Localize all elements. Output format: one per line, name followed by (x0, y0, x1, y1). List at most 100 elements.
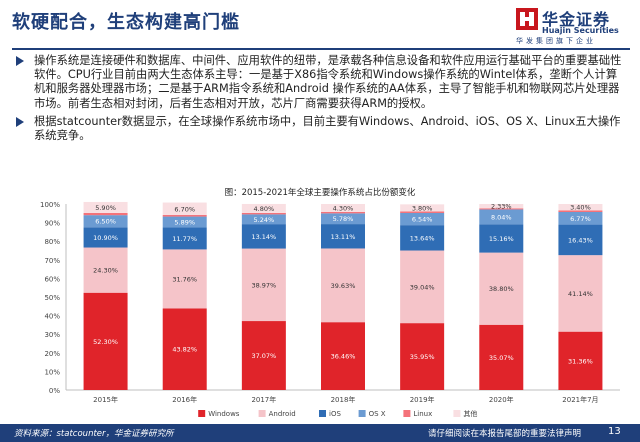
bar-segment (321, 204, 365, 212)
bar-segment (321, 224, 365, 249)
data-label: 35.95% (410, 353, 435, 361)
legend-swatch (358, 410, 366, 417)
legend-swatch (319, 410, 326, 417)
data-label: 10.90% (93, 234, 118, 242)
bullet-item: 操作系统是连接硬件和数据库、中间件、应用软件的纽带，是承载各种信息设备和软件应用… (14, 54, 626, 111)
data-label: 3.40% (570, 204, 591, 212)
bar-segment (162, 249, 207, 309)
y-tick-label: 30% (44, 331, 60, 339)
y-tick-label: 90% (44, 220, 60, 228)
bar-segment (83, 212, 128, 216)
bar-segment (558, 210, 603, 212)
bar-segment (321, 322, 365, 390)
bar-segment (241, 212, 286, 215)
bar-segment (479, 204, 524, 209)
y-tick-label: 10% (44, 368, 60, 376)
bar-segment (558, 224, 603, 256)
legend-swatch (403, 410, 411, 417)
x-tick-label: 2020年 (489, 395, 514, 404)
y-tick-label: 60% (44, 275, 60, 283)
bullet-text: 根据statcounter数据显示，在全球操作系统市场中，目前主要有Window… (34, 114, 621, 143)
bar-segment (400, 225, 445, 251)
data-label: 4.30% (333, 204, 354, 212)
data-label: 6.54% (412, 216, 433, 224)
bar-segment (241, 224, 286, 249)
data-label: 5.89% (174, 219, 195, 227)
bar-segment (321, 213, 365, 225)
footer-bar: 资料来源：statcounter，华金证券研究所 请仔细阅读在本报告尾部的重要法… (0, 424, 640, 442)
logo-name: 华金证券 (542, 10, 611, 29)
bar-segment (241, 248, 286, 322)
bar-segment (162, 215, 207, 217)
legend-swatch (258, 410, 266, 417)
footer-disclaimer: 请仔细阅读在本报告尾部的重要法律声明 (428, 429, 582, 439)
data-label: 2.33% (491, 203, 512, 211)
legend-label: Linux (413, 410, 432, 418)
legend-swatch (198, 410, 206, 417)
bar-segment (558, 255, 603, 332)
bullet-triangle-icon (16, 56, 24, 66)
legend-label: Android (269, 410, 296, 418)
bar-segment (479, 252, 524, 325)
bar-segment (83, 215, 128, 228)
logo-english-name: Huajin Securities (542, 26, 619, 35)
os-share-chart: 0% 10% 20% 30% 40% 50% 60% 70% 80% 90% 100% 52.30% 2… (40, 201, 620, 418)
data-label: 6.50% (95, 218, 116, 226)
data-label: 5.90% (95, 204, 116, 212)
data-label: 31.36% (568, 357, 593, 365)
logo-mark-icon (516, 8, 538, 30)
legend-label: Windows (208, 410, 240, 418)
data-label: 13.14% (251, 233, 276, 241)
data-label: 41.14% (568, 290, 593, 298)
y-tick-label: 80% (44, 238, 60, 246)
bar-segment (400, 212, 445, 226)
legend-label: iOS (329, 410, 341, 418)
brand-logo: 华金证券 Huajin Securities 华发集团旗下企业 (516, 6, 634, 46)
x-tick-label: 2019年 (410, 395, 435, 404)
bar-segment (83, 227, 128, 248)
chart-title: 图：2015-2021年全球主要操作系统占比份额变化 (224, 188, 416, 198)
data-label: 15.16% (489, 235, 514, 243)
data-label: 31.76% (172, 275, 197, 283)
legend-label: 其他 (463, 409, 477, 418)
bar-segment (479, 324, 524, 390)
x-tick-label: 2015年 (93, 395, 118, 404)
bar-segment (321, 248, 365, 323)
data-label: 38.97% (251, 281, 276, 289)
bullet-text: 操作系统是连接硬件和数据库、中间件、应用软件的纽带，是承载各种信息设备和软件应用… (34, 54, 622, 110)
data-label: 39.04% (410, 283, 435, 291)
bar-segment (241, 321, 286, 390)
bar-segment (558, 204, 603, 211)
bar-segment (479, 224, 524, 253)
data-label: 4.80% (254, 205, 275, 213)
bar-segment (83, 247, 128, 293)
bar-segment (83, 292, 128, 390)
bar-segment (162, 308, 207, 390)
y-tick-label: 100% (40, 201, 60, 209)
data-label: 3.80% (412, 204, 433, 212)
data-label: 11.77% (172, 235, 197, 243)
bar-segment (162, 227, 207, 250)
bar-segment (321, 211, 365, 214)
data-label: 6.77% (570, 215, 591, 223)
data-label: 38.80% (489, 285, 514, 293)
legend-label: OS X (369, 410, 386, 418)
data-label: 5.78% (333, 215, 354, 223)
bullet-list: 操作系统是连接硬件和数据库、中间件、应用软件的纽带，是承载各种信息设备和软件应用… (14, 54, 626, 147)
footer-source: 资料来源：statcounter，华金证券研究所 (14, 429, 174, 439)
bar-segment (83, 201, 128, 213)
data-label: 13.11% (331, 233, 356, 241)
logo-subtitle: 华发集团旗下企业 (516, 37, 596, 45)
data-label: 39.63% (331, 282, 356, 290)
data-label: 5.24% (254, 216, 275, 224)
x-tick-label: 2016年 (172, 395, 197, 404)
y-tick-label: 20% (44, 350, 60, 358)
bar-segment (558, 211, 603, 225)
bar-segment (400, 250, 445, 324)
bar-segment (162, 202, 207, 216)
y-tick-label: 50% (44, 294, 60, 302)
y-tick-label: 70% (44, 257, 60, 265)
data-label: 6.70% (174, 205, 195, 213)
bar-segment (558, 331, 603, 390)
data-label: 16.43% (568, 236, 593, 244)
